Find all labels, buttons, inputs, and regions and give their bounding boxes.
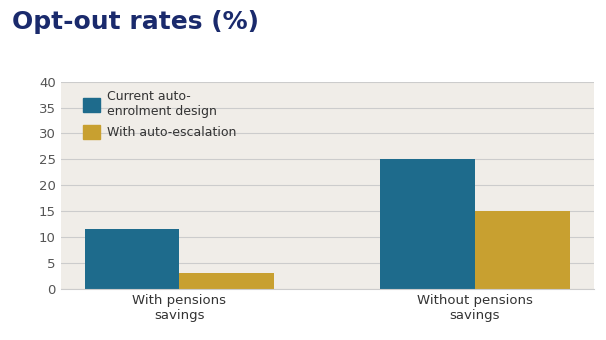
Legend: Current auto-
enrolment design, With auto-escalation: Current auto- enrolment design, With aut…	[83, 90, 236, 139]
Text: Opt-out rates (%): Opt-out rates (%)	[12, 10, 259, 34]
Bar	[381, 159, 475, 289]
Bar	[179, 273, 274, 289]
Bar	[85, 230, 179, 289]
Bar	[475, 211, 570, 289]
